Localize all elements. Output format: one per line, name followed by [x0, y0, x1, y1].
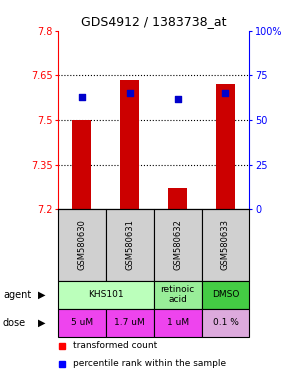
Bar [202, 209, 249, 281]
Text: ▶: ▶ [38, 318, 45, 328]
Title: GDS4912 / 1383738_at: GDS4912 / 1383738_at [81, 15, 226, 28]
Bar [72, 120, 92, 209]
Text: retinoic
acid: retinoic acid [160, 285, 195, 305]
Bar [58, 281, 154, 309]
Text: GSM580633: GSM580633 [221, 220, 230, 270]
Bar [120, 80, 139, 209]
Point [79, 94, 84, 100]
Text: 1 uM: 1 uM [166, 318, 189, 327]
Bar [202, 281, 249, 309]
Point [175, 96, 180, 102]
Point [223, 90, 228, 96]
Bar [216, 84, 235, 209]
Text: percentile rank within the sample: percentile rank within the sample [73, 359, 226, 368]
Text: KHS101: KHS101 [88, 290, 124, 299]
Bar [106, 209, 154, 281]
Text: agent: agent [3, 290, 31, 300]
Text: 5 uM: 5 uM [71, 318, 93, 327]
Text: GSM580631: GSM580631 [125, 220, 134, 270]
Text: transformed count: transformed count [73, 341, 157, 350]
Text: GSM580632: GSM580632 [173, 220, 182, 270]
Text: dose: dose [3, 318, 26, 328]
Point [127, 90, 132, 96]
Text: 0.1 %: 0.1 % [213, 318, 238, 327]
Bar [154, 281, 202, 309]
Bar [58, 309, 106, 337]
Bar [58, 209, 106, 281]
Text: 1.7 uM: 1.7 uM [114, 318, 145, 327]
Text: DMSO: DMSO [212, 290, 239, 299]
Bar [154, 309, 202, 337]
Text: GSM580630: GSM580630 [77, 220, 86, 270]
Bar [202, 309, 249, 337]
Bar [154, 209, 202, 281]
Bar [168, 189, 187, 209]
Text: ▶: ▶ [38, 290, 45, 300]
Bar [106, 309, 154, 337]
